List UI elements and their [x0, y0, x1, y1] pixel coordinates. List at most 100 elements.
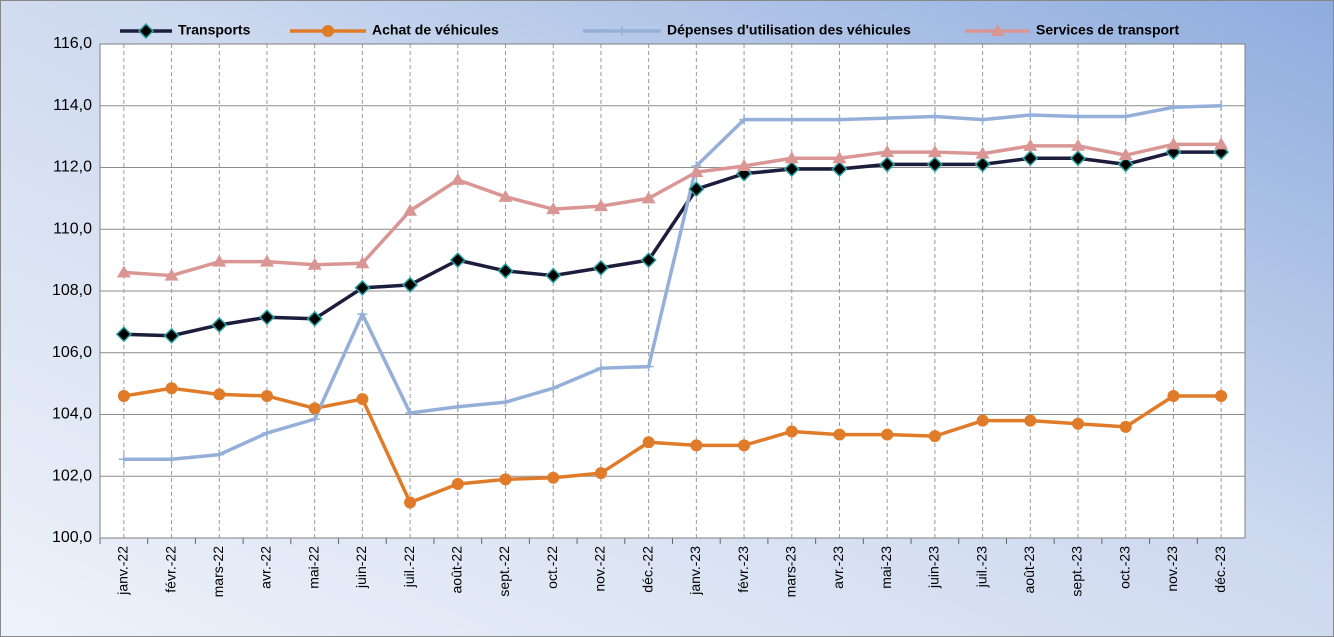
- marker: [975, 146, 990, 159]
- marker: [163, 327, 180, 344]
- marker: [690, 439, 703, 452]
- marker: [451, 477, 464, 490]
- x-tick-label: oct.-23: [1116, 546, 1132, 589]
- marker: [309, 414, 320, 425]
- marker: [500, 397, 511, 408]
- marker: [402, 276, 419, 293]
- marker: [880, 145, 895, 158]
- marker: [594, 467, 607, 480]
- marker: [834, 114, 845, 125]
- marker: [976, 414, 989, 427]
- marker: [1216, 100, 1227, 111]
- x-tick-label: mars-22: [210, 546, 226, 598]
- y-tick-label: 106,0: [52, 344, 92, 361]
- x-tick-label: sept.-23: [1069, 546, 1085, 597]
- marker: [643, 361, 654, 372]
- y-tick-label: 104,0: [52, 406, 92, 423]
- marker: [739, 114, 750, 125]
- marker: [1022, 150, 1039, 167]
- y-tick-label: 108,0: [52, 282, 92, 299]
- marker: [117, 389, 130, 402]
- marker: [882, 113, 893, 124]
- marker: [1071, 138, 1086, 151]
- marker: [116, 265, 131, 278]
- x-tick-label: juil.-23: [973, 546, 989, 588]
- marker: [593, 199, 608, 212]
- x-tick-label: avr.-23: [830, 546, 846, 589]
- x-tick-label: févr.-23: [735, 546, 751, 593]
- marker: [259, 254, 274, 267]
- series-line: [123, 386, 1222, 505]
- marker: [1023, 138, 1038, 151]
- marker: [498, 189, 513, 202]
- marker: [449, 252, 466, 269]
- marker: [450, 172, 465, 185]
- marker: [547, 471, 560, 484]
- x-tick-label: mars-23: [782, 546, 798, 598]
- marker: [833, 428, 846, 441]
- marker: [617, 26, 627, 36]
- marker: [1073, 111, 1084, 122]
- x-tick-label: mai-22: [305, 546, 321, 589]
- x-tick-label: nov.-22: [592, 546, 608, 592]
- marker: [831, 160, 848, 178]
- marker: [640, 252, 657, 269]
- marker: [688, 181, 705, 198]
- x-tick-label: mai-23: [878, 546, 894, 589]
- marker: [307, 257, 322, 270]
- marker: [261, 428, 272, 439]
- marker: [211, 316, 228, 334]
- marker: [322, 25, 334, 37]
- marker: [306, 310, 323, 327]
- marker: [118, 454, 129, 465]
- marker: [212, 254, 227, 267]
- marker: [1119, 420, 1132, 433]
- marker: [165, 382, 178, 395]
- marker: [1120, 111, 1131, 122]
- marker: [497, 262, 514, 279]
- marker: [1024, 414, 1037, 427]
- x-tick-label: janv.-22: [115, 546, 131, 596]
- x-tick-label: juil.-22: [401, 546, 417, 588]
- marker: [1168, 102, 1179, 113]
- marker: [881, 428, 894, 441]
- x-tick-label: nov.-23: [1164, 546, 1180, 592]
- marker: [990, 24, 1005, 36]
- marker: [452, 401, 463, 412]
- y-tick-label: 116,0: [53, 35, 92, 52]
- marker: [357, 309, 368, 320]
- y-tick-label: 102,0: [52, 467, 92, 484]
- marker: [214, 449, 225, 460]
- marker: [689, 165, 704, 178]
- marker: [1167, 389, 1180, 402]
- marker: [977, 114, 988, 125]
- marker: [928, 430, 941, 443]
- marker: [404, 496, 417, 509]
- series-line: [123, 142, 1222, 278]
- marker: [548, 383, 559, 394]
- marker: [784, 151, 799, 164]
- marker: [783, 160, 800, 178]
- marker: [1214, 137, 1229, 150]
- x-tick-label: sept.-22: [496, 546, 512, 597]
- x-tick-label: févr.-22: [162, 546, 178, 593]
- marker: [641, 191, 656, 204]
- marker: [115, 326, 132, 343]
- marker: [1166, 137, 1181, 150]
- x-tick-label: août-23: [1021, 546, 1037, 594]
- x-tick-label: août-22: [449, 546, 465, 594]
- legend-label: Services de transport: [1036, 22, 1180, 38]
- marker: [929, 111, 940, 122]
- marker: [737, 158, 752, 171]
- marker: [926, 156, 943, 173]
- marker: [258, 309, 276, 326]
- marker: [405, 407, 416, 418]
- marker: [164, 268, 179, 281]
- plot-border: [99, 43, 1246, 539]
- marker: [355, 256, 370, 269]
- marker: [308, 402, 321, 415]
- marker: [545, 267, 562, 284]
- x-tick-label: déc.-22: [639, 546, 655, 593]
- marker: [879, 156, 896, 173]
